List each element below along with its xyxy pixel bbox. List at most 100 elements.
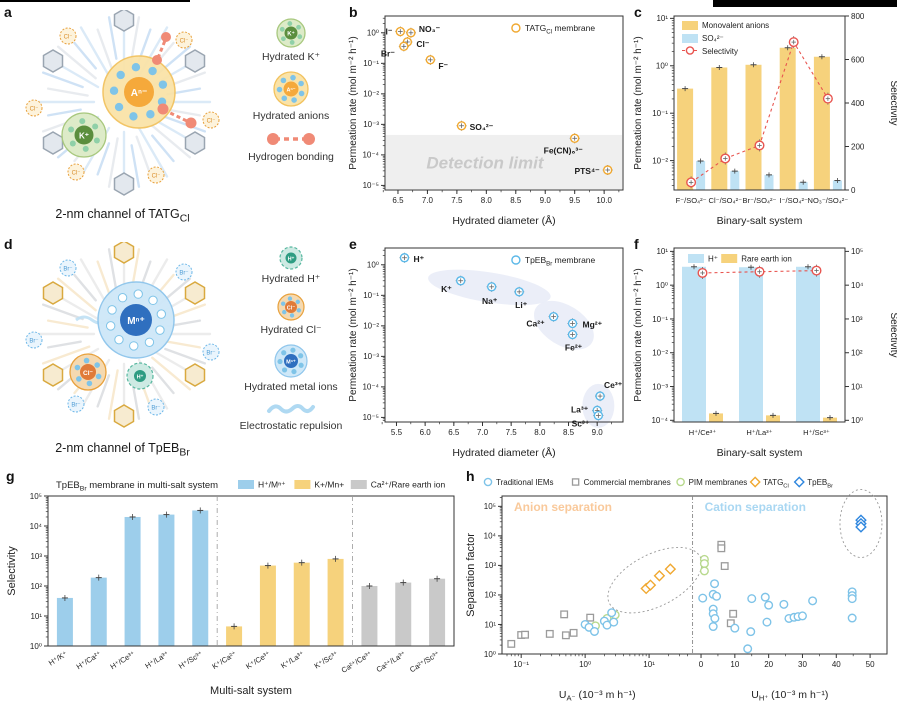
svg-text:7.5: 7.5 [451,196,463,205]
legend-item: H⁺ Hydrated H⁺ [262,244,320,285]
svg-text:TATGCl​: TATGCl​ [763,478,789,490]
legend-item: Hydrogen bonding [248,128,334,163]
svg-text:Cl⁻: Cl⁻ [416,39,430,49]
svg-text:TpEBBr​ membrane in multi-salt: TpEBBr​ membrane in multi-salt system [56,480,218,493]
svg-text:20: 20 [764,660,773,669]
svg-text:Cl⁻/SO₄²⁻: Cl⁻/SO₄²⁻ [709,196,743,205]
hydrated-cl-icon: Cl⁻ [277,293,305,321]
panel-e-letter: e [349,236,357,252]
svg-text:10¹: 10¹ [656,247,668,256]
svg-text:Hydrated diameter (Å): Hydrated diameter (Å) [452,214,555,227]
svg-text:10⁻⁵: 10⁻⁵ [363,181,379,190]
svg-text:NO₃⁻/SO₄²⁻: NO₃⁻/SO₄²⁻ [808,196,849,205]
svg-text:Fe²⁺: Fe²⁺ [565,343,583,353]
svg-text:TpEBBr​ membrane: TpEBBr​ membrane [525,255,596,268]
svg-text:Aⁿ⁻: Aⁿ⁻ [131,88,147,99]
svg-text:10⁻⁵: 10⁻⁵ [363,413,379,422]
svg-text:10³: 10³ [484,561,496,570]
chart-e-cation-permeation-scatter: 10⁰ 10⁻¹ 10⁻² 10⁻³ 10⁻⁴ 10⁻⁵ 5.5 6.0 6.5 7.0 7.5 8.… [348,247,624,459]
svg-text:SO₄²⁻: SO₄²⁻ [470,122,494,132]
svg-text:H⁺/Ca²⁺: H⁺/Ca²⁺ [75,649,103,671]
svg-text:10⁵: 10⁵ [30,492,42,501]
svg-text:9.0: 9.0 [592,428,604,437]
svg-text:800: 800 [851,12,865,21]
svg-text:PIM membranes: PIM membranes [689,478,748,487]
svg-text:H⁺/Ce³⁺: H⁺/Ce³⁺ [109,649,137,671]
svg-text:Mg²⁺: Mg²⁺ [583,319,603,329]
svg-text:9.0: 9.0 [540,196,552,205]
svg-text:10⁻³: 10⁻³ [363,120,379,129]
svg-text:Na⁺: Na⁺ [482,296,498,306]
svg-text:Selectivity: Selectivity [702,47,738,56]
svg-text:10⁻¹: 10⁻¹ [363,291,379,300]
chart-h-separation-factor-comparison: 10⁰ 10¹ 10² 10³ 10⁴ 10⁵ Separation factor 10⁻¹ 1… [465,476,888,703]
ring-bromide-ions: Br⁻ Br⁻ Br⁻ Br⁻ Br⁻ Br⁻ [25,259,220,416]
svg-text:6.5: 6.5 [448,428,460,437]
svg-text:Separation factor: Separation factor [465,533,477,617]
svg-text:Cation separation: Cation separation [705,500,806,514]
panel-b-letter: b [349,4,358,20]
svg-text:10⁻³: 10⁻³ [363,352,379,361]
svg-text:SO₄²⁻: SO₄²⁻ [702,34,724,43]
svg-text:Br⁻: Br⁻ [71,403,80,409]
panel-d: d Br⁻ Br⁻ Br⁻ Br⁻ Br⁻ Br⁻ Mⁿ⁺ [0,234,345,464]
tpeb-channel-diagram: Br⁻ Br⁻ Br⁻ Br⁻ Br⁻ Br⁻ Mⁿ⁺ Cl⁻ [25,242,220,428]
svg-text:10⁻¹: 10⁻¹ [513,660,529,669]
panel-f: f 10¹ 10⁰ 10⁻¹ 10⁻² 10⁻³ 10⁻⁴ 10⁰ 10¹ 10² 10³ 10⁴ 1… [630,234,897,464]
hydrated-anion-cluster: Aⁿ⁻ [102,55,176,129]
ring-chloride-ions: Cl⁻ Cl⁻ Cl⁻ Cl⁻ Cl⁻ Cl⁻ [25,27,220,184]
svg-text:10⁻⁴: 10⁻⁴ [362,383,379,392]
svg-text:Detection limit: Detection limit [426,153,544,172]
svg-text:10: 10 [730,660,739,669]
svg-text:Fe(CN)₆³⁻: Fe(CN)₆³⁻ [544,145,584,155]
hydrated-k-icon: K⁺ [276,18,306,48]
svg-text:9.5: 9.5 [569,196,581,205]
svg-text:NO₃⁻: NO₃⁻ [419,24,441,34]
panel-a-legend: K⁺ Hydrated K⁺ Aⁿ⁻ Hydrated anions [240,16,342,169]
svg-text:10⁻²: 10⁻² [363,90,379,99]
svg-text:K⁺: K⁺ [79,132,89,141]
legend-item: Cl⁻ Hydrated Cl⁻ [261,291,321,336]
svg-text:K⁺/La³⁺: K⁺/La³⁺ [279,649,306,670]
svg-text:Mⁿ⁺: Mⁿ⁺ [286,359,296,366]
svg-text:10⁰: 10⁰ [579,660,591,669]
svg-text:5.5: 5.5 [391,428,403,437]
svg-text:Br⁻: Br⁻ [63,267,72,273]
panel-a-letter: a [4,4,12,20]
svg-text:H⁺: H⁺ [413,254,424,264]
svg-text:50: 50 [866,660,875,669]
panel-c: c 10¹ 10⁰ 10⁻¹ 10⁻² 0 200 400 600 800 Selectivity… [630,2,897,232]
panel-h: h 10⁰ 10¹ 10² 10³ 10⁴ 10⁵ Separation factor 10⁻… [462,466,897,704]
panel-a-caption: 2-nm channel of TATGCl [55,207,190,225]
svg-text:10³: 10³ [851,315,863,324]
svg-text:K⁺/Sc³⁺: K⁺/Sc³⁺ [313,649,340,671]
svg-text:H⁺/K⁺: H⁺/K⁺ [47,649,69,667]
svg-text:Ca²⁺/Ce³⁺: Ca²⁺/Ce³⁺ [340,649,374,675]
svg-text:10⁴: 10⁴ [484,532,497,541]
svg-text:H⁺/Sc³⁺: H⁺/Sc³⁺ [177,649,204,671]
svg-text:Ca²⁺/Rare earth ion: Ca²⁺/Rare earth ion [371,480,446,490]
svg-text:10⁻⁴: 10⁻⁴ [362,151,379,160]
svg-text:7.0: 7.0 [477,428,489,437]
svg-text:Permeation rate (mol m⁻² h⁻¹): Permeation rate (mol m⁻² h⁻¹) [633,268,644,401]
svg-text:6.5: 6.5 [392,196,404,205]
svg-text:10⁵: 10⁵ [484,502,496,511]
chart-g-multi-salt-selectivity-bars: 10⁰ 10¹ 10² 10³ 10⁴ 10⁵ Selectivity H⁺/K⁺ H⁺/Ca²… [6,480,455,697]
svg-text:10⁰: 10⁰ [656,281,668,290]
svg-text:Br⁻: Br⁻ [179,271,188,277]
hydrogen-bond-marks [152,32,197,129]
svg-text:10⁰: 10⁰ [30,642,42,651]
svg-text:Rare earth ion: Rare earth ion [741,255,792,264]
svg-text:H⁺: H⁺ [708,255,718,264]
hydrated-anion-icon: Aⁿ⁻ [273,71,309,107]
svg-text:Binary-salt system: Binary-salt system [717,215,803,227]
svg-text:10¹: 10¹ [656,14,668,23]
svg-text:Br⁻: Br⁻ [29,339,38,345]
svg-text:Cl⁻: Cl⁻ [83,370,94,377]
svg-text:K⁺/Ca²⁺: K⁺/Ca²⁺ [210,649,238,671]
panel-c-letter: c [634,4,642,20]
svg-text:Ce³⁺: Ce³⁺ [604,380,623,390]
svg-text:Selectivity: Selectivity [888,80,897,125]
svg-text:6.0: 6.0 [420,428,432,437]
